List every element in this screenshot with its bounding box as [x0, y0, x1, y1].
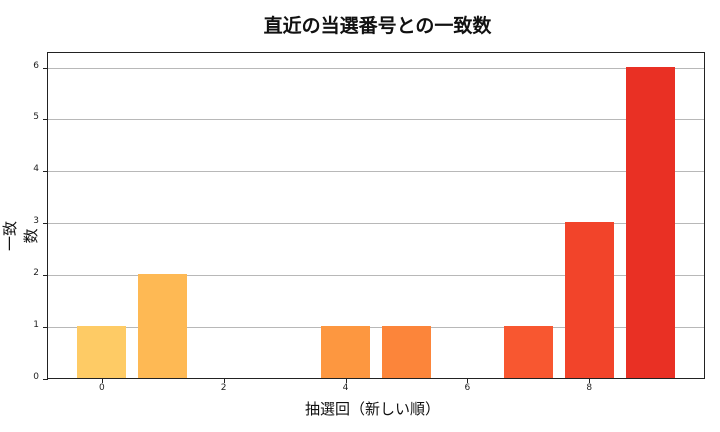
y-tick: [43, 119, 48, 121]
gridline: [48, 223, 704, 225]
x-tick: [223, 378, 225, 383]
y-tick-label: 4: [33, 164, 39, 175]
y-tick: [43, 379, 48, 380]
gridline: [48, 327, 704, 329]
y-tick: [43, 327, 48, 329]
x-tick-label: 8: [586, 383, 593, 393]
x-tick-label: 0: [98, 383, 105, 393]
plot-area: [43, 52, 705, 383]
bar: [503, 326, 553, 378]
y-tick: [43, 223, 48, 225]
gridline: [48, 275, 704, 277]
bar: [625, 66, 675, 378]
bar: [321, 326, 370, 378]
x-axis-label: 抽選回（新しい順）: [304, 400, 440, 418]
gridline: [48, 119, 704, 121]
y-tick-label: 5: [33, 112, 39, 123]
y-axis-label: 一致数: [1, 221, 40, 252]
chart-title: 直近の当選番号との一致数: [263, 15, 492, 37]
y-tick-label: 2: [33, 268, 39, 279]
bar: [77, 326, 127, 378]
bar: [138, 274, 188, 378]
x-tick-label: 2: [220, 383, 227, 393]
x-tick-label: 4: [342, 383, 349, 393]
y-tick-label: 6: [33, 60, 39, 71]
x-tick: [101, 378, 103, 383]
bar: [382, 326, 431, 378]
x-tick-label: 6: [464, 383, 471, 393]
x-tick: [345, 378, 347, 383]
y-tick: [43, 67, 48, 69]
gridline: [48, 67, 704, 69]
gridline: [48, 171, 704, 173]
x-tick: [467, 378, 469, 383]
y-tick-label: 3: [33, 216, 39, 227]
y-tick: [43, 275, 48, 277]
bar: [564, 222, 614, 378]
y-tick-label: 1: [33, 320, 39, 331]
y-tick: [43, 171, 48, 173]
y-tick-label: 0: [33, 372, 39, 382]
x-tick: [589, 378, 591, 383]
